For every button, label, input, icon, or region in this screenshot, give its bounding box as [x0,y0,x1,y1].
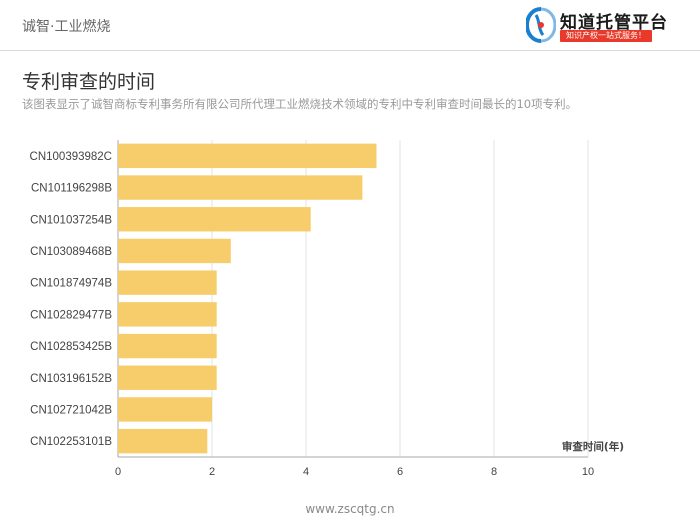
y-tick-label: CN101196298B [31,183,112,195]
bar [118,239,231,263]
x-tick-label: 10 [582,466,594,478]
bar [118,334,217,358]
x-tick-label: 2 [209,466,215,478]
y-tick-label: CN101874974B [30,278,112,290]
footer-url: www.zscqtg.cn [0,502,700,516]
bar [118,302,217,326]
y-tick-label: CN102829477B [30,309,112,321]
y-tick-label: CN102853425B [30,341,112,353]
bar [118,429,207,453]
x-tick-label: 4 [303,466,309,478]
bar [118,366,217,390]
y-tick-label: CN103089468B [30,246,112,258]
x-axis-label: 审查时间(年) [562,440,624,453]
y-tick-label: CN102721042B [30,404,112,416]
bar [118,207,311,231]
bar [118,144,377,168]
y-tick-label: CN101037254B [30,214,112,226]
bar [118,397,212,421]
y-tick-label: CN102253101B [30,436,112,448]
x-tick-label: 8 [491,466,497,478]
bar-chart: CN100393982C CN101196298B CN101037254B CN10… [0,0,700,500]
y-tick-label: CN103196152B [30,373,112,385]
y-tick-label: CN100393982C [30,151,112,163]
x-tick-label: 6 [397,466,403,478]
bar [118,175,362,199]
x-tick-label: 0 [115,466,121,478]
bar [118,270,217,294]
